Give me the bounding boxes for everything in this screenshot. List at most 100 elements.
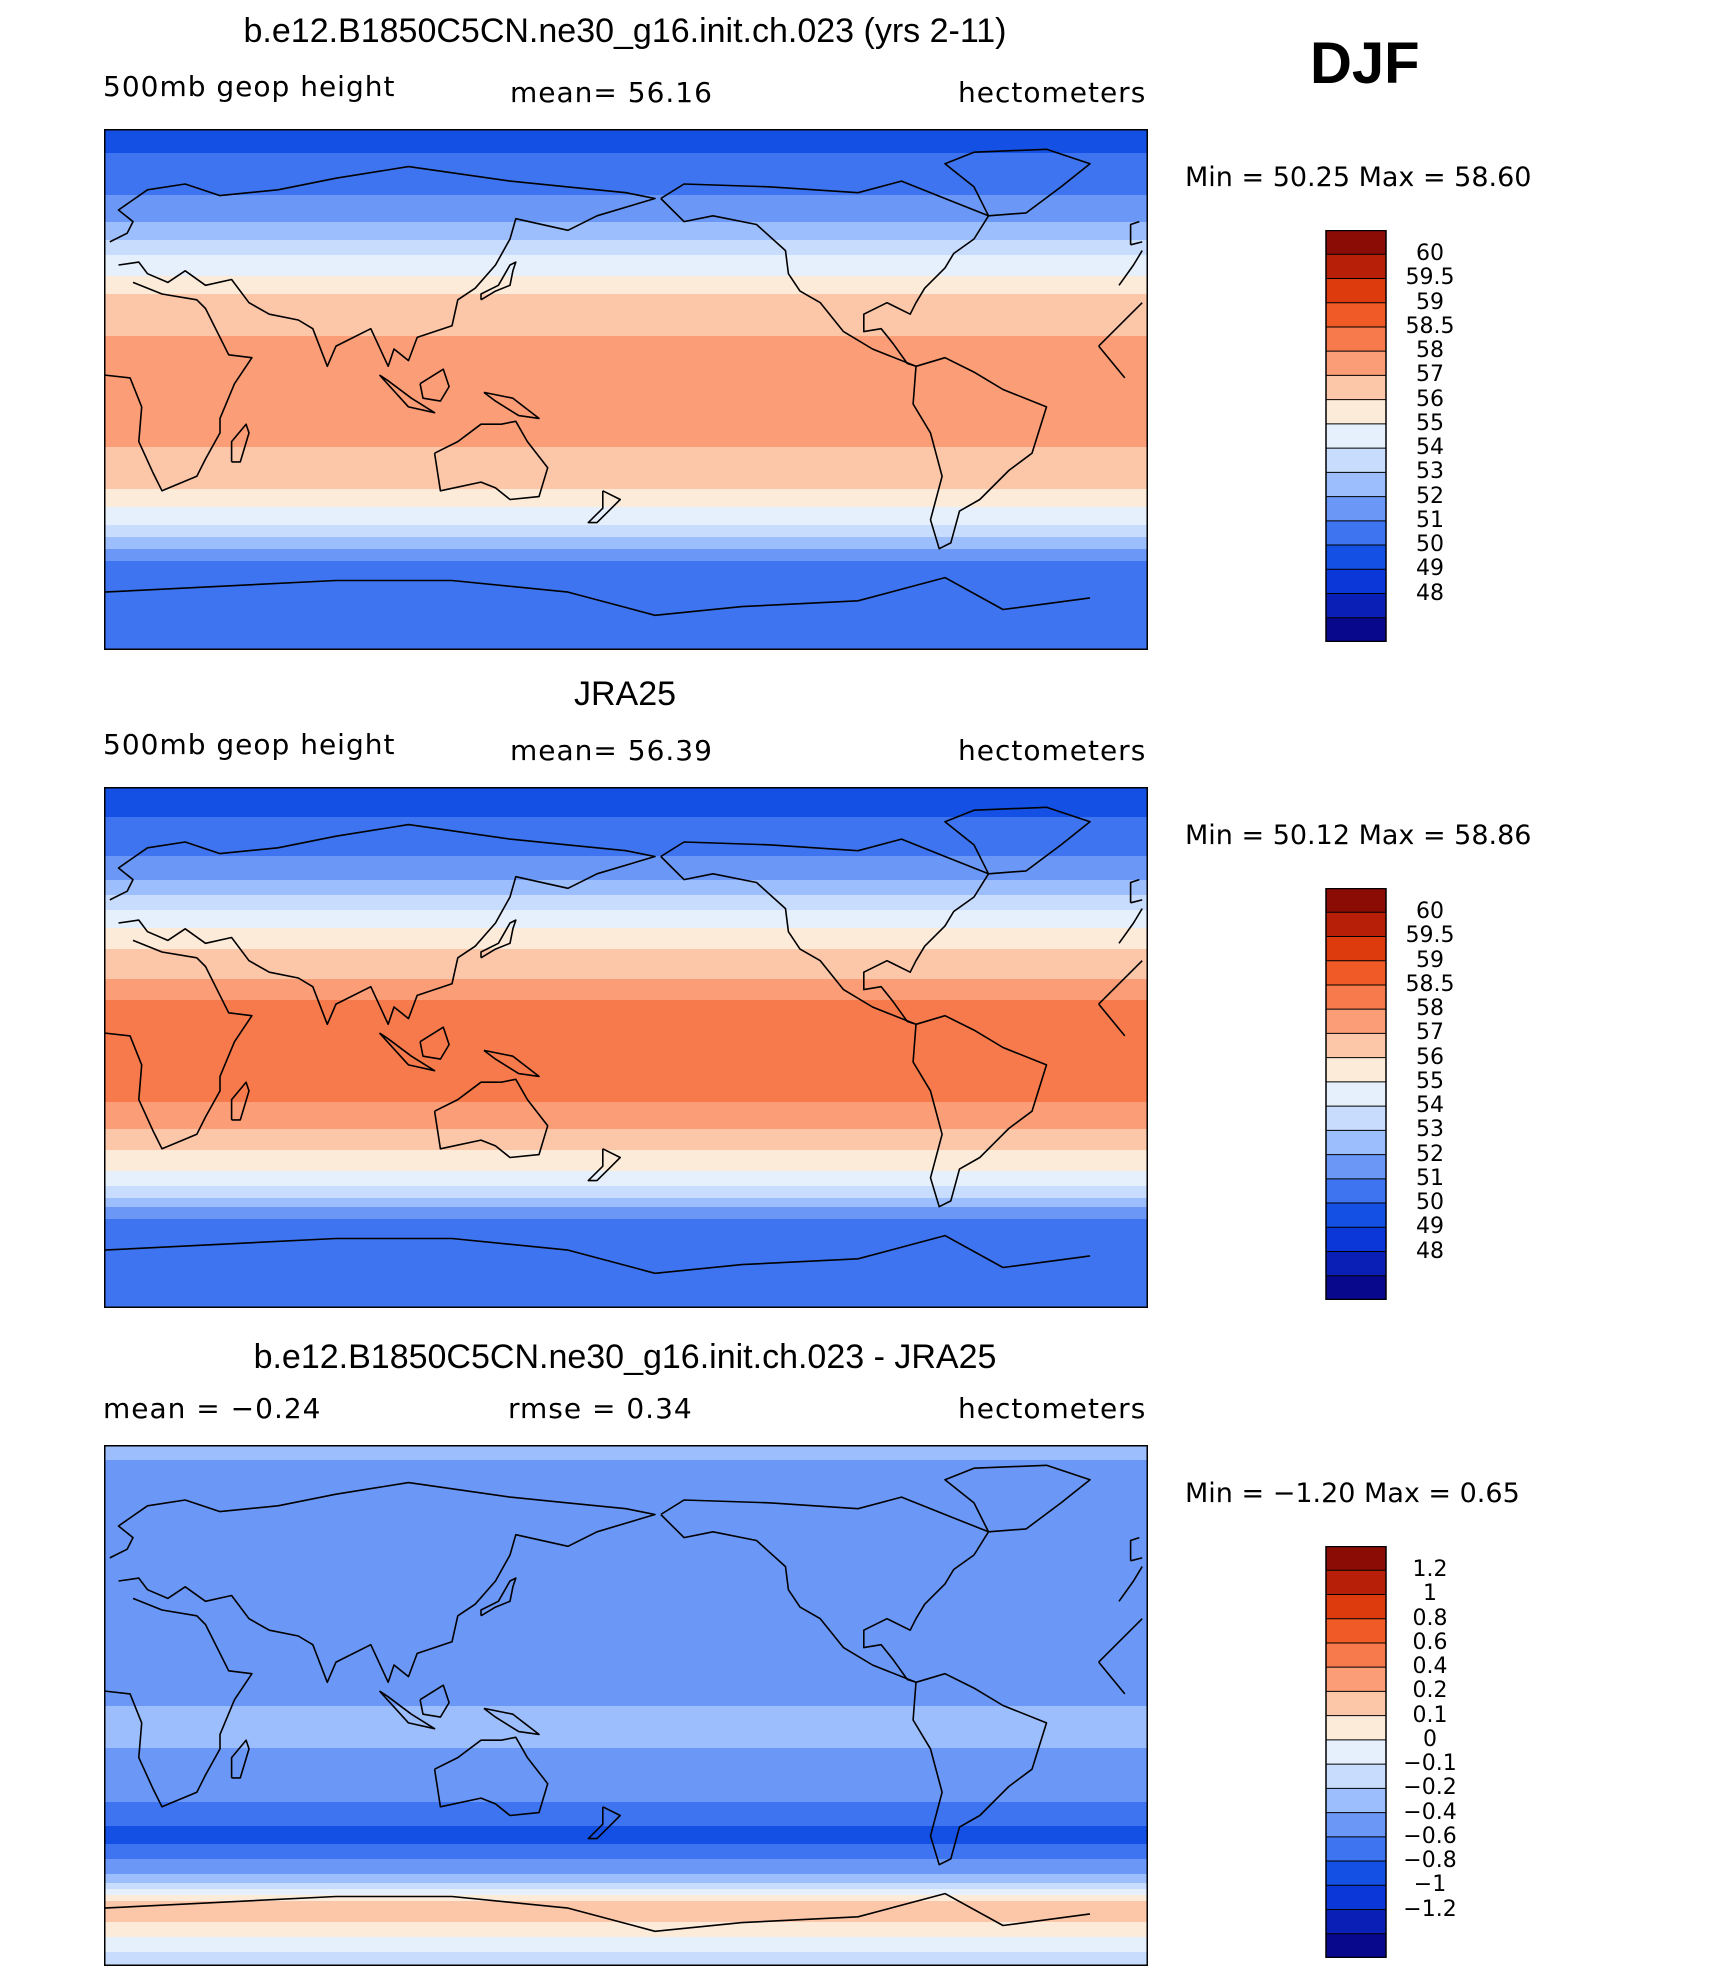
contour-band	[104, 516, 1148, 520]
contour-band	[104, 594, 1148, 598]
contour-band	[104, 1655, 1148, 1659]
panel1-title: b.e12.B1850C5CN.ne30_g16.init.ch.023 (yr…	[243, 12, 1007, 50]
contour-band	[104, 1583, 1148, 1587]
contour-band	[104, 1553, 1148, 1557]
contour-band	[104, 1276, 1148, 1280]
colorbar-tick-label: 48	[1416, 580, 1444, 606]
contour-band	[104, 1285, 1148, 1289]
contour-band	[104, 901, 1148, 905]
contour-band	[104, 1147, 1148, 1151]
contour-band	[104, 1619, 1148, 1623]
contour-band	[104, 534, 1148, 538]
colorbar-segment	[1326, 230, 1386, 255]
contour-band	[104, 609, 1148, 613]
colorbar-segment	[1326, 912, 1386, 937]
colorbar-tick-label: 48	[1416, 1238, 1444, 1264]
panel3-center-label: rmse = 0.34	[508, 1392, 693, 1425]
colorbar-segment	[1326, 617, 1386, 642]
contour-band	[104, 228, 1148, 232]
colorbar-tick-label: 58	[1416, 338, 1444, 364]
contour-band	[104, 1661, 1148, 1665]
contour-band	[104, 402, 1148, 406]
contour-band	[104, 946, 1148, 950]
contour-band	[104, 348, 1148, 352]
colorbar-tick-label: 57	[1416, 362, 1444, 388]
contour-band	[104, 1087, 1148, 1091]
contour-band	[104, 420, 1148, 424]
colorbar-segment	[1326, 326, 1386, 352]
colorbar-tick-label: 0	[1423, 1726, 1437, 1752]
contour-band	[104, 318, 1148, 322]
coastline	[419, 1026, 450, 1060]
contour-band	[104, 1153, 1148, 1157]
contour-band	[104, 531, 1148, 535]
contour-band	[104, 294, 1148, 298]
colorbar-segment	[1326, 1275, 1386, 1300]
contour-band	[104, 1574, 1148, 1578]
colorbar-segment	[1326, 399, 1386, 425]
contour-band	[104, 805, 1148, 809]
contour-band	[104, 138, 1148, 142]
colorbar-segment	[1326, 1933, 1386, 1958]
colorbar-segment	[1326, 448, 1386, 473]
contour-band	[104, 1267, 1148, 1271]
contour-band	[104, 1931, 1148, 1935]
coastline	[944, 148, 1091, 217]
contour-band	[104, 820, 1148, 824]
contour-band	[104, 1631, 1148, 1635]
contour-band	[104, 627, 1148, 631]
contour-band	[104, 1541, 1148, 1545]
panel2-minmax: Min = 50.12 Max = 58.86	[1185, 820, 1532, 851]
contour-band	[104, 1270, 1148, 1274]
contour-band	[104, 1138, 1148, 1142]
contour-band	[104, 1006, 1148, 1010]
contour-band	[104, 1189, 1148, 1193]
colorbar-segment	[1326, 1885, 1386, 1911]
coastline	[912, 1672, 1048, 1866]
contour-band	[104, 1523, 1148, 1527]
contour-band	[104, 369, 1148, 373]
contour-band	[104, 363, 1148, 367]
colorbar-tick-label: 50	[1416, 1190, 1444, 1216]
contour-band	[104, 1180, 1148, 1184]
contour-band	[104, 1475, 1148, 1479]
contour-band	[104, 1679, 1148, 1683]
contour-band	[104, 1249, 1148, 1253]
panel1-right-label: hectometers	[958, 76, 1147, 109]
contour-band	[104, 459, 1148, 463]
contour-band	[104, 462, 1148, 466]
panel3-map	[104, 1445, 1148, 1966]
colorbar-tick-label: 51	[1416, 507, 1444, 533]
contour-band	[104, 309, 1148, 313]
contour-band	[104, 1787, 1148, 1791]
contour-band	[104, 994, 1148, 998]
coastline	[433, 1078, 549, 1159]
colorbar-segment	[1326, 496, 1386, 522]
contour-band	[104, 465, 1148, 469]
contour-band	[104, 624, 1148, 628]
contour-band	[104, 1580, 1148, 1584]
contour-band	[104, 525, 1148, 529]
contour-band	[104, 1769, 1148, 1773]
contour-band	[104, 1547, 1148, 1551]
contour-band	[104, 234, 1148, 238]
contour-band	[104, 435, 1148, 439]
contour-band	[104, 1102, 1148, 1106]
colorbar-tick-label: 0.6	[1412, 1629, 1448, 1655]
contour-band	[104, 1300, 1148, 1304]
contour-band	[104, 1823, 1148, 1827]
colorbar-tick-label: 60	[1416, 241, 1444, 267]
contour-band	[104, 1544, 1148, 1548]
contour-band	[104, 1171, 1148, 1175]
contour-band	[104, 1940, 1148, 1944]
contour-band	[104, 982, 1148, 986]
contour-band	[104, 1159, 1148, 1163]
contour-band	[104, 1207, 1148, 1211]
contour-band	[104, 537, 1148, 541]
coastline	[480, 1577, 517, 1617]
contour-band	[104, 1664, 1148, 1668]
colorbar-tick-label: 0.8	[1412, 1605, 1448, 1631]
contour-band	[104, 477, 1148, 481]
contour-band	[104, 817, 1148, 821]
colorbar-segment	[1326, 1739, 1386, 1765]
